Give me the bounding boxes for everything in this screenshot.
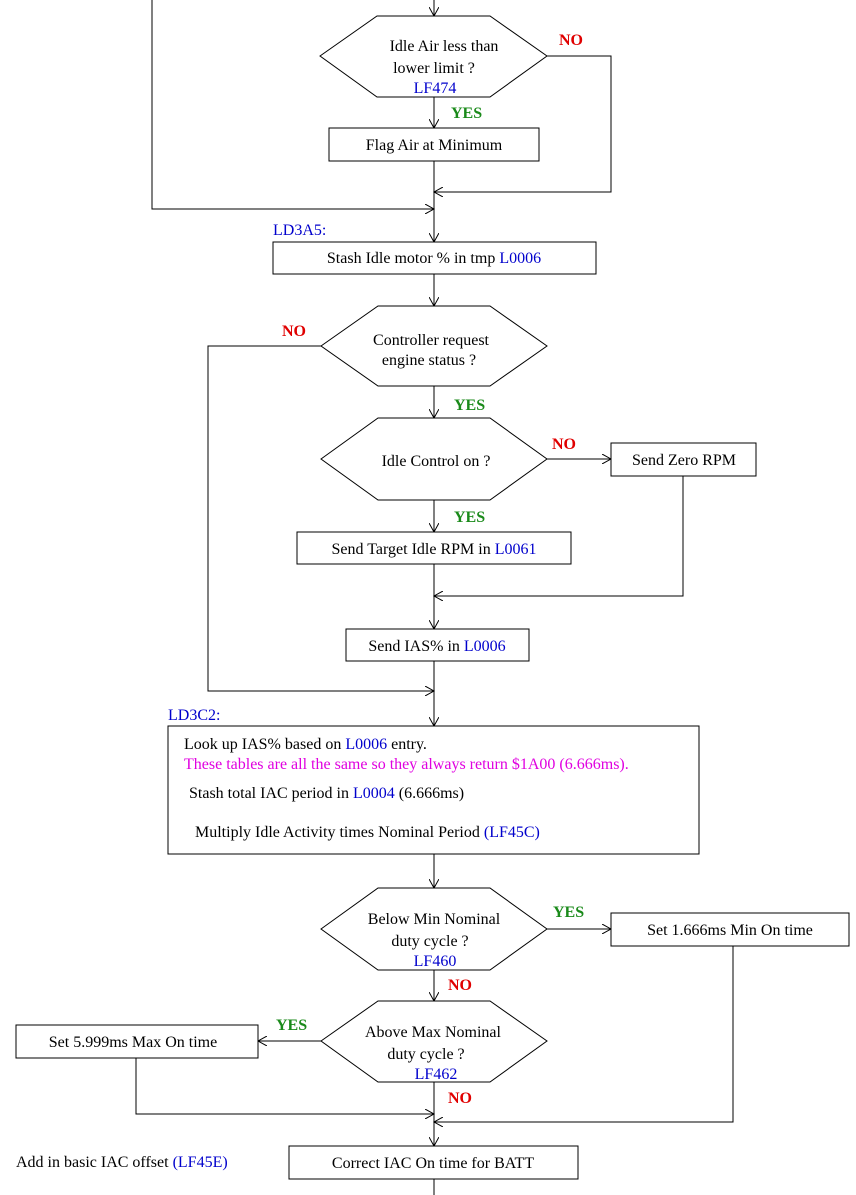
decision-shape	[320, 305, 548, 387]
decision-idle-control: Idle Control on ?	[320, 417, 548, 501]
process-box	[167, 725, 700, 855]
yes-label: YES	[454, 397, 485, 414]
process-text: Set 5.999ms Max On time	[49, 1034, 217, 1051]
reference-label: (LF45E)	[173, 1154, 228, 1171]
process-box	[610, 442, 757, 477]
decision-text: duty cycle ?	[391, 933, 468, 950]
box-correct-iac: Correct IAC On time for BATT	[288, 1145, 579, 1180]
process-text-tail: (6.666ms)	[395, 785, 464, 802]
decision-text: Idle Control on ?	[382, 453, 491, 470]
box-set-max: Set 5.999ms Max On time	[15, 1024, 259, 1059]
decision-text: Controller request	[373, 332, 490, 349]
decision-shape	[320, 887, 548, 971]
process-text: Send IAS% in L0006	[368, 638, 505, 655]
no-label: NO	[448, 1090, 472, 1107]
reference-label: LF462	[415, 1066, 458, 1083]
process-box	[610, 912, 850, 947]
box-set-min: Set 1.666ms Min On time	[610, 912, 850, 947]
note-text: These tables are all the same so they al…	[184, 756, 629, 773]
decision-idle-air: Idle Air less than lower limit ? LF474	[319, 15, 548, 98]
decision-above-max: Above Max Nominal duty cycle ? LF462	[320, 1000, 548, 1083]
yes-label: YES	[553, 904, 584, 921]
process-text: Look up IAS% based on L0006 entry.	[184, 736, 427, 753]
reference-label: L0006	[345, 736, 387, 753]
connector	[434, 946, 734, 1122]
no-label: NO	[552, 436, 576, 453]
process-box	[288, 1145, 579, 1180]
connector	[207, 345, 434, 691]
box-send-ias: Send IAS% in L0006	[345, 628, 530, 662]
decision-text: engine status ?	[382, 352, 476, 369]
connector	[135, 1058, 434, 1114]
reference-label: (LF45C)	[484, 824, 540, 841]
reference-label: L0061	[495, 541, 537, 558]
decision-shape	[320, 1000, 548, 1083]
process-text: Flag Air at Minimum	[366, 137, 503, 154]
process-box	[296, 531, 572, 565]
yes-label: YES	[451, 105, 482, 122]
process-text: Send Zero RPM	[632, 452, 736, 469]
reference-label: L0006	[464, 638, 506, 655]
connectors	[135, 0, 734, 1195]
process-box	[345, 628, 530, 662]
process-box	[15, 1024, 259, 1059]
no-label: NO	[448, 977, 472, 994]
reference-label: LF474	[414, 80, 457, 97]
process-text: Set 1.666ms Min On time	[647, 922, 813, 939]
yes-label: YES	[454, 509, 485, 526]
label-ld3a5: LD3A5:	[273, 222, 326, 239]
process-text-main: Stash total IAC period in	[189, 785, 353, 802]
process-text: Send Target Idle RPM in L0061	[332, 541, 537, 558]
process-text: Multiply Idle Activity times Nominal Per…	[195, 824, 540, 841]
connector	[434, 476, 684, 596]
box-send-zero-rpm: Send Zero RPM	[610, 442, 757, 477]
decision-text: Above Max Nominal	[365, 1024, 502, 1041]
decision-controller-request: Controller request engine status ?	[320, 305, 548, 387]
reference-label: L0006	[499, 250, 541, 267]
process-text: Stash total IAC period in L0004 (6.666ms…	[189, 785, 464, 802]
box-stash-idle: Stash Idle motor % in tmp L0006	[272, 241, 597, 275]
process-box	[328, 127, 540, 162]
reference-label: LF460	[414, 953, 457, 970]
label-add-offset: Add in basic IAC offset (LF45E)	[16, 1154, 228, 1171]
decision-below-min: Below Min Nominal duty cycle ? LF460	[320, 887, 548, 971]
process-text-main: Stash Idle motor % in tmp	[327, 250, 499, 267]
decision-shape	[320, 417, 548, 501]
yes-label: YES	[276, 1017, 307, 1034]
no-label: NO	[559, 32, 583, 49]
box-lookup-ias: Look up IAS% based on L0006 entry. These…	[167, 725, 700, 855]
label-text: Add in basic IAC offset	[16, 1154, 173, 1171]
decision-shape	[319, 15, 548, 98]
decision-text: duty cycle ?	[387, 1046, 464, 1063]
process-text-main: Multiply Idle Activity times Nominal Per…	[195, 824, 484, 841]
decision-text: lower limit ?	[393, 60, 475, 77]
decision-text: Below Min Nominal	[368, 911, 501, 928]
label-ld3c2: LD3C2:	[168, 707, 220, 724]
process-text: Correct IAC On time for BATT	[332, 1155, 534, 1172]
reference-label: L0004	[353, 785, 395, 802]
connector	[151, 0, 434, 209]
process-text-main: Look up IAS% based on	[184, 736, 345, 753]
connector	[434, 55, 612, 192]
process-text-tail: entry.	[387, 736, 427, 753]
box-send-target-rpm: Send Target Idle RPM in L0061	[296, 531, 572, 565]
decision-text: Idle Air less than	[390, 38, 499, 55]
process-text-main: Send IAS% in	[368, 638, 464, 655]
process-text-main: Send Target Idle RPM in	[332, 541, 495, 558]
box-flag-air: Flag Air at Minimum	[328, 127, 540, 162]
process-text: Stash Idle motor % in tmp L0006	[327, 250, 541, 267]
no-label: NO	[282, 323, 306, 340]
process-box	[272, 241, 597, 275]
